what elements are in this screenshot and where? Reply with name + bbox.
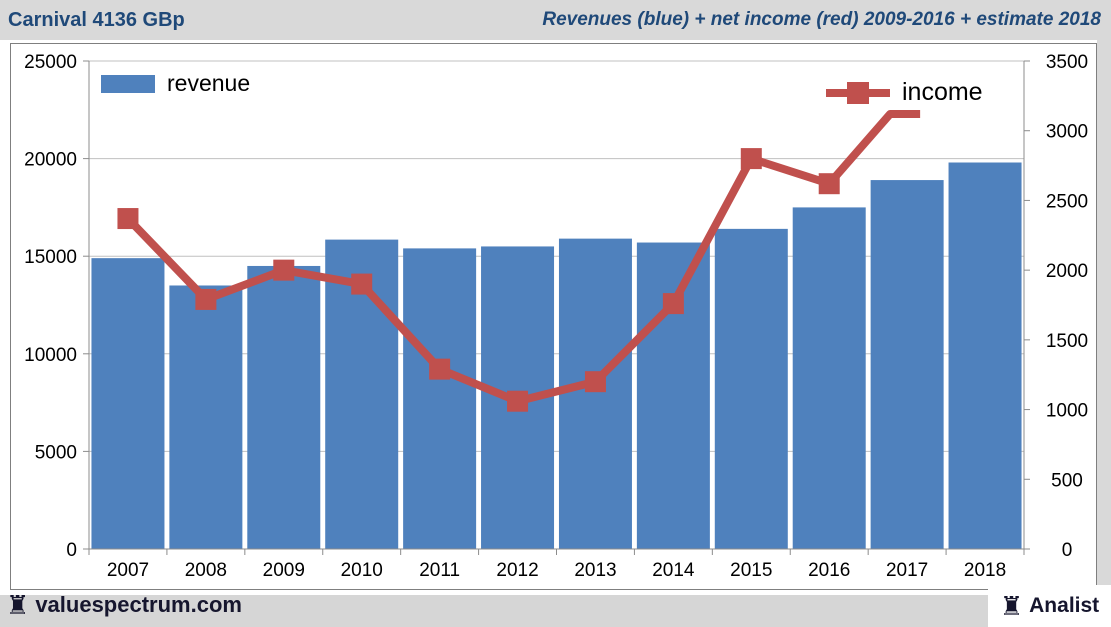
bar-2007 [91,258,165,549]
footer-band [0,595,1111,627]
rook-icon: ♜ [6,590,30,620]
income-marker-2008 [195,288,217,310]
x-label-2012: 2012 [496,560,538,581]
x-label-2007: 2007 [107,560,149,581]
bar-2017 [870,180,944,549]
chart-area: 0 5000 10000 15000 20000 25000 0 500 1000 1500 200… [10,43,1097,590]
income-marker-2013 [584,371,606,393]
income-marker-icon [826,81,890,105]
combo-chart: 0 5000 10000 15000 20000 25000 0 500 1000 1500 200… [24,52,1088,581]
legend-income-label: income [902,78,983,106]
income-marker-2014 [662,293,684,315]
right-tick-label: 3500 [1046,52,1088,73]
header-band: Carnival 4136 GBp Revenues (blue) + net … [0,0,1111,40]
right-tick-label: 500 [1051,470,1083,491]
right-tick-label: 0 [1062,540,1073,561]
x-label-2018: 2018 [964,560,1006,581]
legend-revenue-label: revenue [167,70,251,96]
left-tick-label: 25000 [24,52,77,73]
income-marker-2007 [117,208,139,230]
right-tick-label: 1000 [1046,401,1088,422]
x-label-2017: 2017 [886,560,928,581]
income-marker-2011 [429,358,451,380]
bar-2013 [558,238,632,549]
x-label-2014: 2014 [652,560,695,581]
page-title: Carnival 4136 GBp [8,8,185,31]
legend-income: income [826,78,983,107]
x-label-2016: 2016 [808,560,850,581]
bar-2018 [948,162,1022,549]
bar-2009 [247,265,321,549]
brand-text: valuespectrum.com [35,592,242,617]
bar-2008 [169,285,243,549]
legend-revenue: revenue [101,70,250,97]
analist-text: Analist [1029,594,1100,617]
revenue-swatch-icon [101,74,155,93]
x-label-2010: 2010 [341,560,383,581]
x-label-2013: 2013 [574,560,616,581]
income-marker-2012 [507,390,529,412]
income-marker-2015 [740,148,762,170]
left-tick-label: 10000 [24,345,77,366]
footer-brand: ♜ valuespectrum.com [6,592,242,618]
left-tick-label: 0 [66,540,77,561]
income-marker-2016 [818,173,840,195]
right-tick-label: 3000 [1046,122,1088,143]
left-tick-label: 20000 [24,150,77,171]
bar-2015 [714,228,788,549]
right-tick-label: 2500 [1046,191,1088,212]
left-tick-label: 15000 [24,247,77,268]
analist-badge: ♜ Analist [988,585,1111,627]
income-marker-2009 [273,259,295,281]
bar-2011 [403,248,477,549]
x-label-2011: 2011 [419,560,460,581]
right-tick-label: 1500 [1046,331,1088,352]
left-tick-label: 5000 [35,442,77,463]
rook-icon: ♜ [999,591,1024,621]
right-tick-label: 2000 [1046,261,1088,282]
income-marker-2010 [351,273,373,295]
right-margin-strip [1097,40,1111,595]
x-label-2015: 2015 [730,560,772,581]
chart-subtitle: Revenues (blue) + net income (red) 2009-… [542,9,1101,30]
bar-2014 [636,242,710,549]
bar-2016 [792,207,866,549]
x-label-2009: 2009 [263,560,305,581]
x-label-2008: 2008 [185,560,227,581]
income-line [125,109,921,406]
